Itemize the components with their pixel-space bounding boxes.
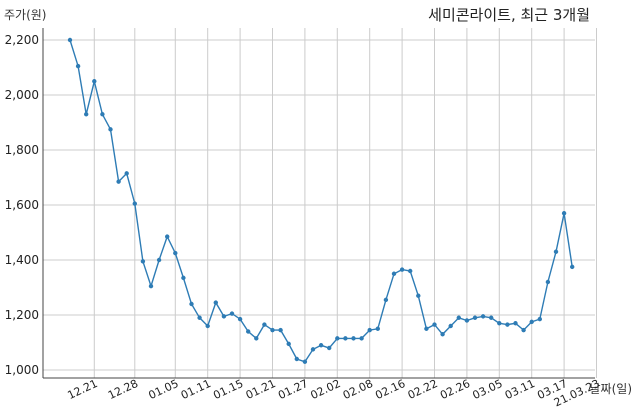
- data-point: [359, 336, 364, 341]
- series-line: [69, 39, 573, 363]
- x-tick-label: 02.08: [341, 377, 375, 402]
- data-point: [108, 127, 113, 132]
- x-tick-labels: 12.21 12.28 01.0501.1101.1501.2101.2702.02…: [66, 377, 602, 409]
- y-axis-label: 주가(원): [4, 8, 47, 22]
- data-point: [116, 179, 121, 184]
- data-point: [480, 314, 486, 319]
- data-point: [367, 327, 372, 333]
- x-tick-label: 02.22: [406, 377, 440, 402]
- y-tick-label: 1,400: [5, 253, 39, 267]
- data-point: [553, 249, 559, 254]
- data-point: [335, 336, 340, 341]
- data-point: [156, 257, 162, 263]
- data-point: [124, 171, 129, 176]
- data-point: [286, 341, 291, 347]
- data-point: [173, 250, 178, 256]
- y-tick-label: 2,000: [5, 88, 39, 102]
- data-point: [375, 326, 380, 331]
- data-point: [448, 323, 453, 329]
- x-tick-label: 01.15: [211, 377, 245, 402]
- x-tick-label: 02.26: [438, 377, 472, 402]
- data-point: [351, 336, 356, 341]
- data-point: [140, 259, 146, 264]
- x-tick-label: 01.11: [179, 377, 213, 402]
- data-point: [561, 211, 567, 216]
- data-point: [197, 315, 202, 320]
- data-point: [513, 321, 518, 326]
- data-point: [472, 315, 478, 320]
- data-point: [343, 336, 348, 341]
- data-point: [310, 347, 316, 352]
- series-group: [67, 37, 575, 364]
- data-point: [165, 234, 170, 239]
- data-point: [529, 319, 534, 325]
- data-point: [254, 336, 259, 341]
- data-point: [189, 301, 194, 307]
- data-point: [456, 315, 461, 320]
- axes: [42, 28, 595, 379]
- data-point: [100, 112, 105, 117]
- data-point: [294, 356, 299, 362]
- data-point: [75, 63, 81, 69]
- data-point: [237, 316, 243, 322]
- data-point: [132, 201, 137, 206]
- data-point: [318, 343, 324, 348]
- data-point: [537, 316, 542, 322]
- data-point: [67, 37, 73, 43]
- data-point: [302, 359, 308, 364]
- data-point: [432, 322, 437, 327]
- data-point: [489, 315, 494, 320]
- data-point: [205, 323, 210, 329]
- data-point: [181, 275, 186, 281]
- data-point: [213, 300, 218, 305]
- data-point: [148, 283, 154, 289]
- y-tick-labels: 1,000 1,200 1,400 1,600 1,800 2,000 2,200: [5, 33, 39, 377]
- data-point: [440, 332, 445, 337]
- data-point: [246, 329, 251, 334]
- y-tick-label: 2,200: [5, 33, 39, 47]
- x-tick-label: 01.21: [244, 377, 278, 402]
- data-point: [84, 112, 89, 117]
- data-point: [408, 268, 413, 274]
- data-point: [391, 271, 397, 276]
- data-point: [464, 318, 470, 323]
- data-point: [424, 326, 429, 331]
- y-tick-label: 1,600: [5, 198, 39, 212]
- y-tick-label: 1,800: [5, 143, 39, 157]
- x-axis-label: 날짜(일): [589, 382, 632, 396]
- data-point: [278, 327, 283, 333]
- data-point: [262, 322, 267, 327]
- x-tick-label: 12.21: [66, 377, 100, 402]
- x-tick-label: 02.16: [373, 377, 407, 402]
- grid: [43, 28, 597, 378]
- data-point: [399, 267, 405, 272]
- x-tick-label: 12.28: [106, 377, 140, 402]
- data-point: [505, 322, 510, 327]
- x-tick-label: 02.02: [309, 377, 343, 402]
- data-point: [221, 314, 227, 319]
- x-tick-label: 03.11: [503, 377, 537, 402]
- data-point: [92, 79, 97, 84]
- y-tick-label: 1,200: [5, 308, 39, 322]
- x-tick-label: 03.05: [471, 377, 505, 402]
- x-tick-label: 01.27: [276, 377, 310, 402]
- data-point: [416, 293, 421, 298]
- y-tick-label: 1,000: [5, 363, 39, 377]
- data-point: [521, 327, 526, 333]
- data-point: [570, 264, 575, 270]
- chart-title: 세미콘라이트, 최근 3개월: [428, 6, 590, 24]
- data-point: [545, 279, 551, 285]
- x-tick-label: 01.05: [147, 377, 181, 402]
- data-point: [229, 311, 235, 316]
- data-point: [497, 321, 502, 326]
- data-point: [383, 297, 389, 303]
- data-point: [327, 345, 332, 351]
- data-point: [270, 327, 275, 333]
